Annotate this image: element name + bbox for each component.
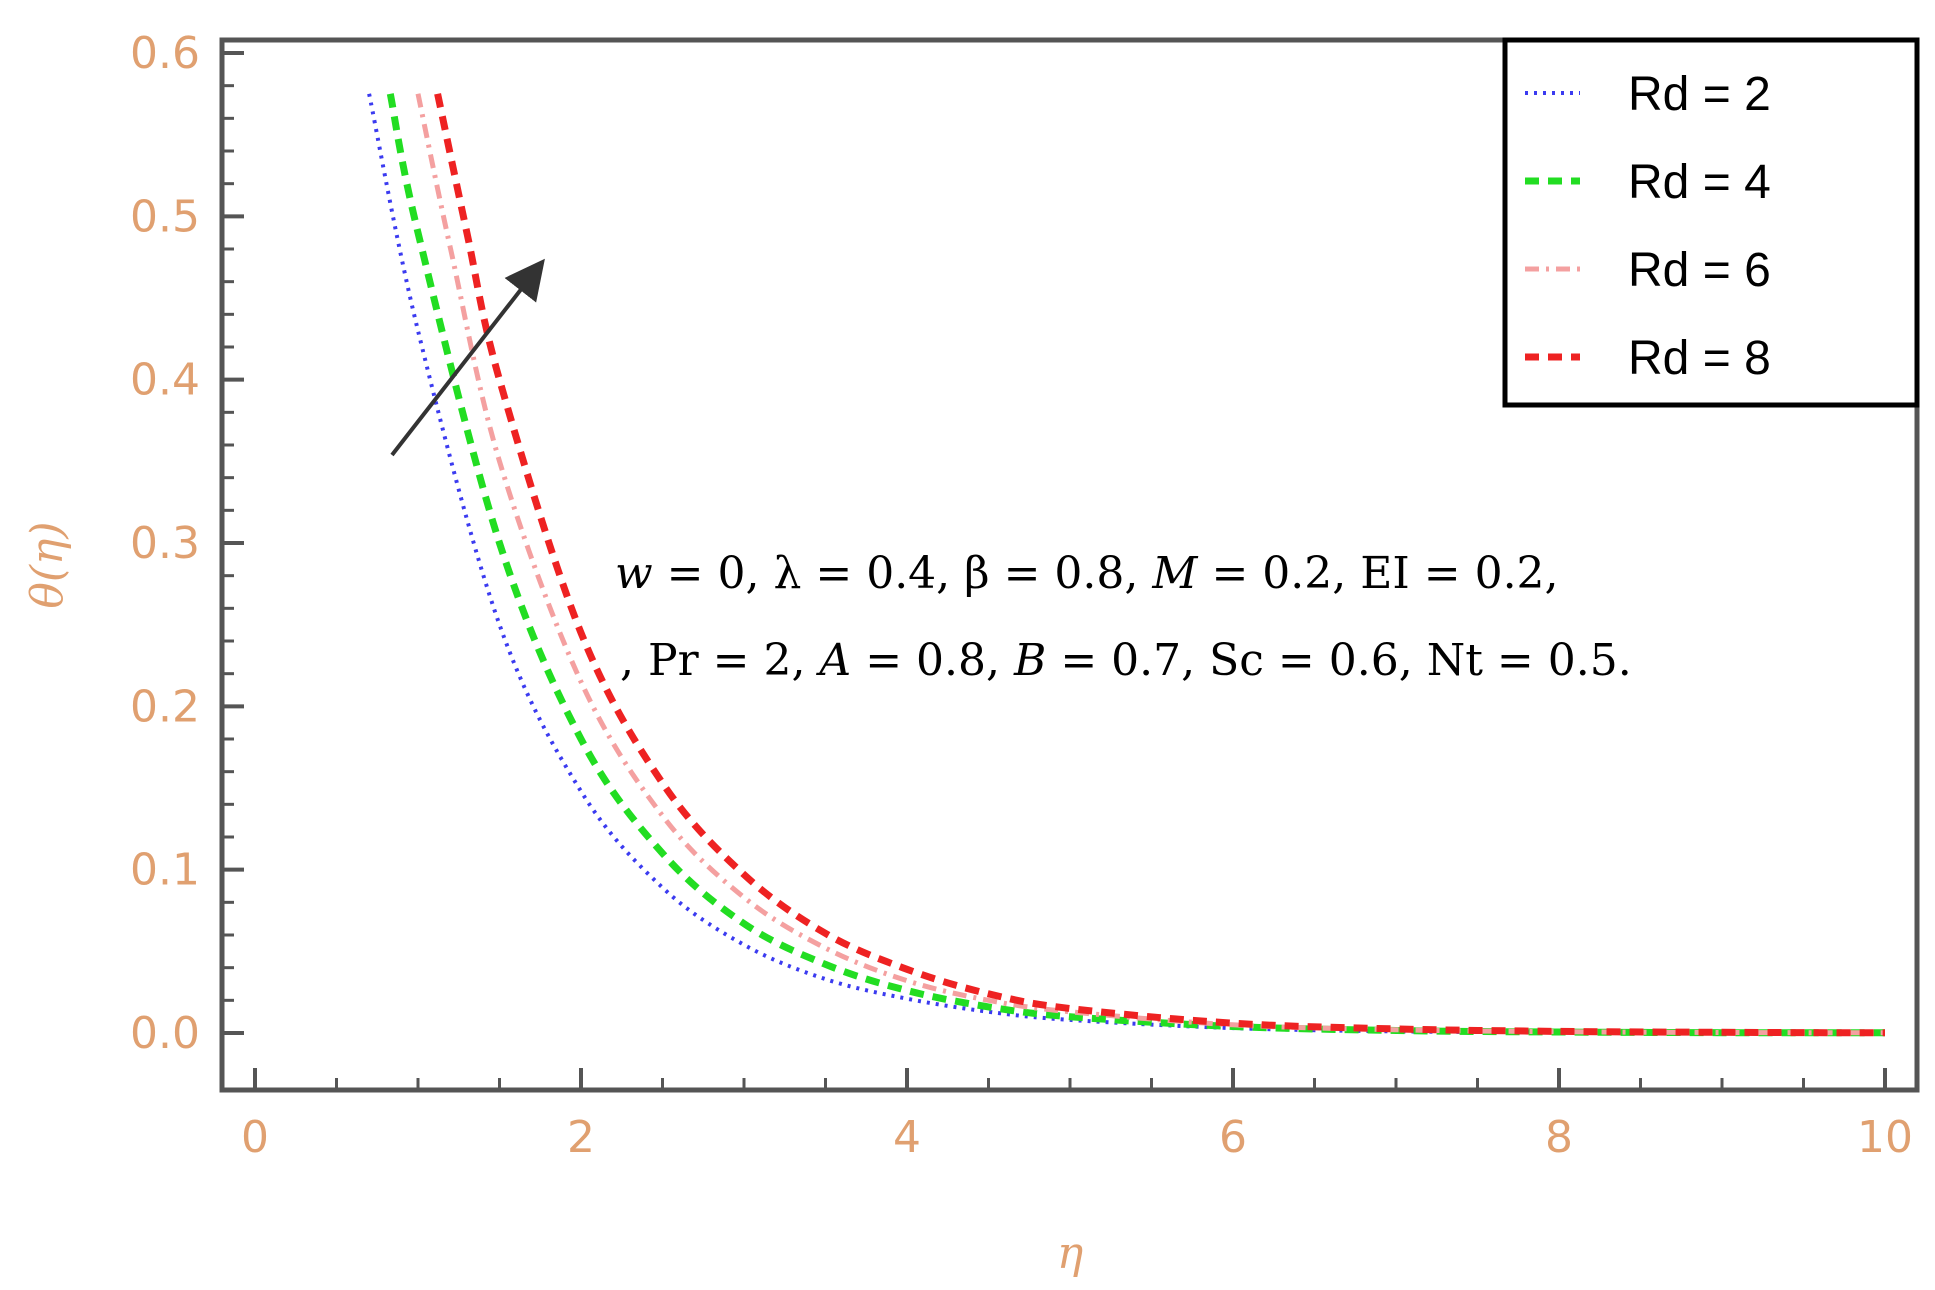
y-tick-label: 0.3 xyxy=(130,518,200,569)
y-tick-label: 0.6 xyxy=(130,28,200,79)
series-line-2 xyxy=(386,93,1886,1037)
legend-label-3: Rd = 6 xyxy=(1628,244,1771,297)
trend-arrow xyxy=(390,258,545,457)
x-tick-label: 2 xyxy=(567,1112,595,1163)
legend: Rd = 2 Rd = 4 Rd = 6 Rd = 8 xyxy=(1525,68,1771,385)
y-tick-label: 0.2 xyxy=(130,681,200,732)
x-tick-label: 4 xyxy=(893,1112,921,1163)
legend-label-2: Rd = 4 xyxy=(1628,156,1771,209)
y-tick-label: 0.0 xyxy=(130,1008,200,1059)
x-tick-label: 6 xyxy=(1219,1112,1247,1163)
x-tick-label: 8 xyxy=(1545,1112,1573,1163)
tick-labels: 0 2 4 6 8 10 0.0 0.1 0.2 0.3 0.4 0.5 0.6 xyxy=(130,28,1913,1163)
series-line-4 xyxy=(434,93,1886,1037)
annotation-line-1: w = 0, λ = 0.4, β = 0.8, M = 0.2, EI = 0… xyxy=(615,548,1559,599)
y-tick-label: 0.5 xyxy=(130,191,200,242)
legend-label-1: Rd = 2 xyxy=(1628,68,1771,121)
annotation-line-2: , Pr = 2, A = 0.8, B = 0.7, Sc = 0.6, Nt… xyxy=(620,635,1632,686)
x-tick-label: 10 xyxy=(1857,1112,1913,1163)
legend-box xyxy=(1502,37,1920,408)
x-axis-label: η xyxy=(1057,1228,1083,1279)
y-axis-label: θ(η) xyxy=(22,521,73,608)
y-tick-label: 0.4 xyxy=(130,355,200,406)
legend-label-4: Rd = 8 xyxy=(1628,332,1771,385)
series-group xyxy=(367,93,1886,1037)
y-tick-label: 0.1 xyxy=(130,845,200,896)
x-tick-label: 0 xyxy=(241,1112,269,1163)
ticks xyxy=(222,51,1887,1090)
series-line-3 xyxy=(415,93,1886,1036)
